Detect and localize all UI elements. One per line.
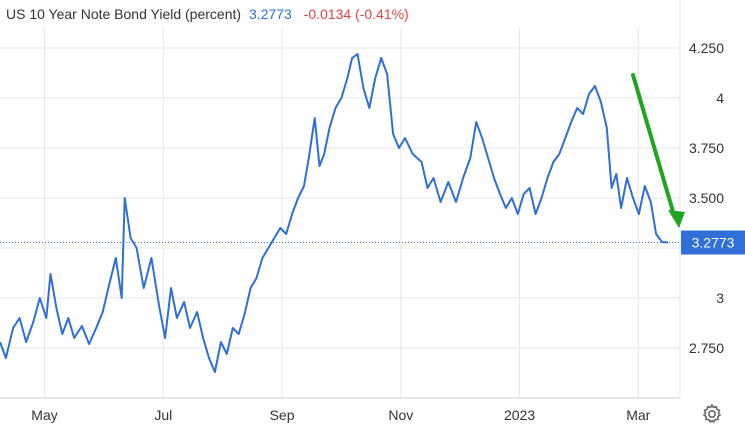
- gear-icon: [702, 403, 722, 424]
- series-line: [0, 53, 669, 373]
- x-tick-label: Nov: [388, 407, 413, 423]
- y-tick-label: 3.750: [689, 140, 724, 156]
- current-value: 3.2773: [248, 6, 292, 22]
- y-tick-label: 2.750: [689, 340, 724, 356]
- y-tick-label: 3: [716, 290, 724, 306]
- chart-title: US 10 Year Note Bond Yield (percent): [6, 6, 242, 22]
- x-tick-label: 2023: [504, 407, 535, 423]
- last-value-label: 3.2773: [692, 235, 735, 251]
- annotation-arrowhead: [668, 210, 685, 228]
- y-tick-label: 4.250: [689, 40, 724, 56]
- settings-button[interactable]: [700, 402, 724, 426]
- x-tick-label: Sep: [270, 407, 295, 423]
- x-tick-label: Jul: [154, 407, 172, 423]
- last-value-box: [681, 230, 745, 255]
- y-tick-label: 3.500: [689, 190, 724, 206]
- x-tick-label: May: [31, 407, 57, 423]
- annotation-arrow: [631, 73, 676, 217]
- x-tick-label: Mar: [626, 407, 650, 423]
- y-tick-label: 4: [716, 90, 724, 106]
- change-value: -0.0134 (-0.41%): [303, 6, 409, 22]
- chart-header: US 10 Year Note Bond Yield (percent) 3.2…: [6, 6, 409, 22]
